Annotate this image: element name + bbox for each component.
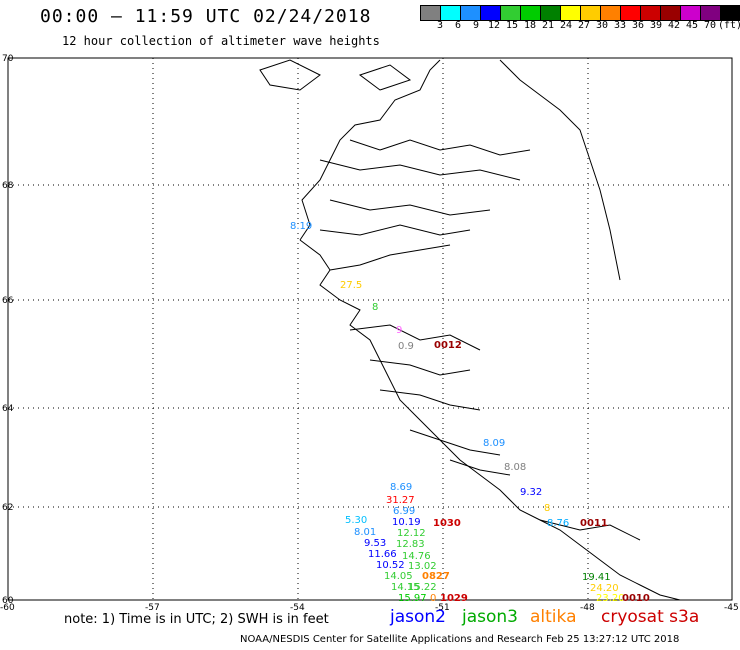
latitude-label: 68 bbox=[2, 181, 14, 191]
wave-height-label: 15.97 bbox=[398, 593, 427, 604]
latitude-label: 66 bbox=[2, 296, 14, 306]
coastline-segment bbox=[409, 429, 501, 456]
satellite-name: jason3 bbox=[462, 607, 518, 627]
wave-height-label: 13.02 bbox=[408, 561, 437, 572]
coastline-segment bbox=[299, 239, 681, 601]
longitude-label: -51 bbox=[435, 603, 450, 613]
wave-height-label: 8.69 bbox=[390, 482, 412, 493]
wave-height-label: 0011 bbox=[580, 518, 608, 529]
graticule bbox=[8, 58, 732, 600]
coastline-segment bbox=[299, 59, 441, 241]
coastline-segment bbox=[349, 324, 481, 351]
wave-height-label: 5.30 bbox=[345, 515, 367, 526]
legend-label: 12 bbox=[487, 20, 501, 31]
legend-swatch bbox=[720, 5, 740, 21]
legend-label: 45 bbox=[685, 20, 699, 31]
legend-label: 39 bbox=[649, 20, 663, 31]
legend-label: 70 bbox=[703, 20, 717, 31]
wave-height-label: 12.83 bbox=[396, 539, 425, 550]
latitude-label: 64 bbox=[2, 404, 14, 414]
coastline-segment bbox=[449, 459, 511, 476]
coastline-segment bbox=[379, 389, 481, 411]
legend-label: 21 bbox=[541, 20, 555, 31]
wave-height-label: 9.53 bbox=[364, 538, 386, 549]
latitude-label: 60 bbox=[2, 596, 14, 606]
wave-height-label: 14.05 bbox=[384, 571, 413, 582]
wave-height-label: 0.9 bbox=[398, 341, 414, 352]
legend-label: 15 bbox=[505, 20, 519, 31]
longitude-label: -45 bbox=[724, 603, 739, 613]
wave-height-label: 6.99 bbox=[393, 506, 415, 517]
satellite-name: cryosat s3a bbox=[601, 607, 700, 627]
coastline-segment bbox=[369, 359, 471, 376]
footnote: note: 1) Time is in UTC; 2) SWH is in fe… bbox=[64, 612, 329, 627]
wave-height-label: 8.19 bbox=[290, 221, 312, 232]
wave-height-label: 8 bbox=[372, 302, 378, 313]
greenland-coastline bbox=[259, 59, 681, 601]
chart-subtitle: 12 hour collection of altimeter wave hei… bbox=[62, 34, 380, 48]
wave-height-label: 27.5 bbox=[340, 280, 362, 291]
wave-height-label: 1029 bbox=[440, 593, 468, 604]
wave-height-label: 24.20 bbox=[590, 583, 619, 594]
wave-height-label: 14.76 bbox=[402, 551, 431, 562]
credit-line: NOAA/NESDIS Center for Satellite Applica… bbox=[240, 634, 680, 645]
legend-label: 42 bbox=[667, 20, 681, 31]
wave-height-label: 0012 bbox=[434, 340, 462, 351]
wave-height-label: 1030 bbox=[433, 518, 461, 529]
wave-height-label: 23.20 bbox=[596, 593, 625, 604]
longitude-label: -48 bbox=[580, 603, 595, 613]
wave-height-label: 19.41 bbox=[582, 572, 611, 583]
legend-label: 27 bbox=[577, 20, 591, 31]
wave-height-label: 11.66 bbox=[368, 549, 397, 560]
coastline-segment bbox=[499, 59, 621, 281]
legend-label: 3 bbox=[436, 20, 444, 31]
chart-title: 00:00 — 11:59 UTC 02/24/2018 bbox=[40, 6, 372, 27]
legend-label: (ft) bbox=[718, 20, 740, 31]
wave-height-label: 0827 bbox=[422, 571, 450, 582]
coastline-segment bbox=[358, 64, 412, 91]
coastline-segment bbox=[349, 139, 531, 156]
coastline-segment bbox=[539, 519, 641, 541]
legend-label: 36 bbox=[631, 20, 645, 31]
longitude-label: -54 bbox=[290, 603, 305, 613]
wave-height-label: 9.32 bbox=[520, 487, 542, 498]
legend-label: 30 bbox=[595, 20, 609, 31]
color-legend bbox=[420, 5, 740, 21]
satellite-name: altika bbox=[530, 607, 577, 627]
map-frame bbox=[7, 57, 733, 601]
wave-height-label: 0010 bbox=[622, 593, 650, 604]
latitude-label: 62 bbox=[2, 503, 13, 513]
longitude-label: -57 bbox=[145, 603, 160, 613]
wave-height-label: 8.76 bbox=[547, 518, 569, 529]
coastline-segment bbox=[329, 199, 491, 216]
coastline-segment bbox=[259, 59, 321, 91]
wave-height-label: 10.19 bbox=[392, 517, 421, 528]
axis-labels: 70 68 66 64 62 60-60 -57 -54 -51 -48 -45 bbox=[0, 54, 739, 613]
legend-label: 18 bbox=[523, 20, 537, 31]
wave-height-label: 8.01 bbox=[354, 527, 376, 538]
legend-label: 6 bbox=[454, 20, 462, 31]
coastline-segment bbox=[329, 244, 451, 271]
wave-height-label: 12.12 bbox=[397, 528, 426, 539]
wave-height-label: 8 bbox=[544, 503, 550, 514]
wave-height-label: 0 bbox=[430, 593, 436, 604]
wave-height-label: 31.27 bbox=[386, 495, 415, 506]
legend-label: 24 bbox=[559, 20, 573, 31]
satellite-name: jason2 bbox=[390, 607, 446, 627]
legend-label: 9 bbox=[472, 20, 480, 31]
wave-height-label: 10.52 bbox=[376, 560, 405, 571]
wave-height-label: 14.15 bbox=[391, 582, 420, 593]
latitude-label: 70 bbox=[2, 54, 14, 64]
wave-height-label: 15.22 bbox=[408, 582, 437, 593]
wave-height-label: 8.08 bbox=[504, 462, 526, 473]
wave-height-label: 9 bbox=[396, 325, 402, 336]
coastline-segment bbox=[319, 159, 521, 181]
longitude-label: -60 bbox=[0, 603, 15, 613]
wave-height-label: 8.09 bbox=[483, 438, 505, 449]
coastline-segment bbox=[319, 224, 471, 236]
legend-label: 33 bbox=[613, 20, 627, 31]
